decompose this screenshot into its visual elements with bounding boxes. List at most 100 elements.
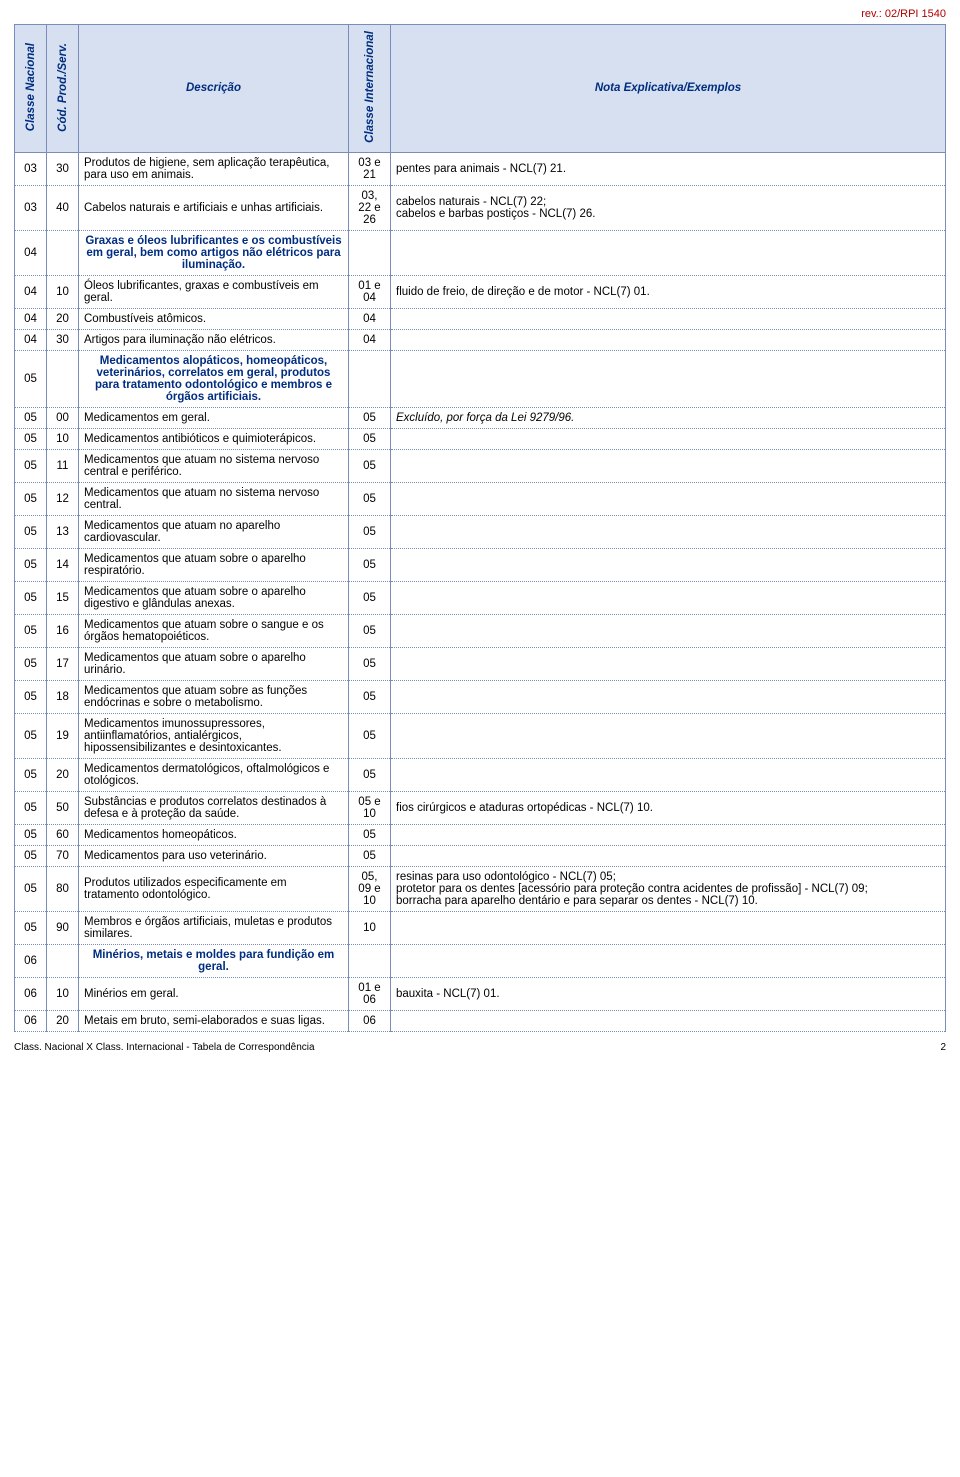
- cell-cnac: 06: [15, 977, 47, 1010]
- revision-text: rev.: 02/RPI 1540: [14, 8, 946, 20]
- cell-cdesc: Membros e órgãos artificiais, muletas e …: [79, 911, 349, 944]
- cell-ccod: 40: [47, 185, 79, 230]
- cell-ccod: 80: [47, 866, 79, 911]
- cell-cnac: 03: [15, 185, 47, 230]
- header-classe-nacional: Classe Nacional: [15, 25, 47, 153]
- table-row: 0513Medicamentos que atuam no aparelho c…: [15, 515, 946, 548]
- table-row: 0420Combustíveis atômicos.04: [15, 308, 946, 329]
- cell-cint: 05, 09 e 10: [349, 866, 391, 911]
- cell-ccod: 12: [47, 482, 79, 515]
- table-row: 0516Medicamentos que atuam sobre o sangu…: [15, 614, 946, 647]
- table-row: 05Medicamentos alopáticos, homeopáticos,…: [15, 350, 946, 407]
- cell-cnac: 05: [15, 548, 47, 581]
- cell-ccod: 10: [47, 428, 79, 449]
- cell-cnac: 05: [15, 449, 47, 482]
- cell-cint: 05: [349, 845, 391, 866]
- cell-ccod: 15: [47, 581, 79, 614]
- cell-cdesc: Medicamentos alopáticos, homeopáticos, v…: [79, 350, 349, 407]
- cell-cdesc: Medicamentos que atuam sobre o aparelho …: [79, 548, 349, 581]
- cell-ccod: 90: [47, 911, 79, 944]
- cell-cint: 04: [349, 329, 391, 350]
- cell-cnota: [391, 548, 946, 581]
- cell-cdesc: Medicamentos dermatológicos, oftalmológi…: [79, 758, 349, 791]
- page-footer: Class. Nacional X Class. Internacional -…: [14, 1042, 946, 1053]
- cell-cdesc: Graxas e óleos lubrificantes e os combus…: [79, 230, 349, 275]
- cell-cnac: 05: [15, 428, 47, 449]
- cell-cint: 03, 22 e 26: [349, 185, 391, 230]
- table-row: 0580Produtos utilizados especificamente …: [15, 866, 946, 911]
- table-row: 0560Medicamentos homeopáticos.05: [15, 824, 946, 845]
- cell-cdesc: Minérios em geral.: [79, 977, 349, 1010]
- cell-cnota: [391, 482, 946, 515]
- table-row: 0620Metais em bruto, semi-elaborados e s…: [15, 1010, 946, 1031]
- table-row: 0514Medicamentos que atuam sobre o apare…: [15, 548, 946, 581]
- table-row: 06Minérios, metais e moldes para fundiçã…: [15, 944, 946, 977]
- cell-cint: 05: [349, 482, 391, 515]
- cell-cdesc: Medicamentos que atuam no aparelho cardi…: [79, 515, 349, 548]
- cell-cdesc: Medicamentos em geral.: [79, 407, 349, 428]
- cell-cint: 05: [349, 758, 391, 791]
- cell-cnota: cabelos naturais - NCL(7) 22;cabelos e b…: [391, 185, 946, 230]
- cell-ccod: 60: [47, 824, 79, 845]
- cell-cnac: 04: [15, 308, 47, 329]
- cell-ccod: 11: [47, 449, 79, 482]
- table-row: 0511Medicamentos que atuam no sistema ne…: [15, 449, 946, 482]
- cell-ccod: 30: [47, 152, 79, 185]
- cell-cnota: [391, 308, 946, 329]
- cell-cdesc: Minérios, metais e moldes para fundição …: [79, 944, 349, 977]
- cell-cint: [349, 350, 391, 407]
- cell-cnac: 05: [15, 866, 47, 911]
- cell-cdesc: Óleos lubrificantes, graxas e combustíve…: [79, 275, 349, 308]
- cell-cint: 01 e 06: [349, 977, 391, 1010]
- cell-cnota: [391, 230, 946, 275]
- cell-ccod: 50: [47, 791, 79, 824]
- cell-cdesc: Artigos para iluminação não elétricos.: [79, 329, 349, 350]
- cell-cdesc: Medicamentos para uso veterinário.: [79, 845, 349, 866]
- cell-cnota: [391, 449, 946, 482]
- table-row: 0512Medicamentos que atuam no sistema ne…: [15, 482, 946, 515]
- table-row: 0517Medicamentos que atuam sobre o apare…: [15, 647, 946, 680]
- cell-ccod: 10: [47, 977, 79, 1010]
- cell-cnac: 05: [15, 581, 47, 614]
- cell-cnac: 05: [15, 911, 47, 944]
- cell-ccod: 13: [47, 515, 79, 548]
- cell-ccod: 20: [47, 308, 79, 329]
- cell-cint: 05: [349, 515, 391, 548]
- cell-cdesc: Metais em bruto, semi-elaborados e suas …: [79, 1010, 349, 1031]
- cell-cnota: [391, 845, 946, 866]
- cell-cnota: Excluído, por força da Lei 9279/96.: [391, 407, 946, 428]
- cell-cint: 06: [349, 1010, 391, 1031]
- cell-cnota: [391, 647, 946, 680]
- cell-cnota: [391, 824, 946, 845]
- cell-cnac: 05: [15, 791, 47, 824]
- cell-cint: 05: [349, 680, 391, 713]
- cell-cdesc: Medicamentos que atuam sobre o sangue e …: [79, 614, 349, 647]
- cell-cdesc: Medicamentos homeopáticos.: [79, 824, 349, 845]
- cell-cint: 05: [349, 647, 391, 680]
- cell-cint: 01 e 04: [349, 275, 391, 308]
- cell-cnac: 05: [15, 515, 47, 548]
- cell-cnac: 03: [15, 152, 47, 185]
- table-row: 05 20Medicamentos dermatológicos, oftalmo…: [15, 758, 946, 791]
- cell-cdesc: Medicamentos imunossupressores, antiinfl…: [79, 713, 349, 758]
- table-row: 04Graxas e óleos lubrificantes e os comb…: [15, 230, 946, 275]
- cell-cdesc: Medicamentos que atuam sobre as funções …: [79, 680, 349, 713]
- cell-cint: [349, 230, 391, 275]
- table-row: 0515Medicamentos que atuam sobre o apare…: [15, 581, 946, 614]
- cell-cnac: 05: [15, 680, 47, 713]
- cell-cnota: [391, 515, 946, 548]
- table-row: 0518Medicamentos que atuam sobre as funç…: [15, 680, 946, 713]
- cell-ccod: 10: [47, 275, 79, 308]
- table-row: 0590Membros e órgãos artificiais, muleta…: [15, 911, 946, 944]
- cell-cnac: 05: [15, 482, 47, 515]
- cell-cnota: [391, 350, 946, 407]
- cell-ccod: 20: [47, 758, 79, 791]
- header-nota: Nota Explicativa/Exemplos: [391, 25, 946, 153]
- cell-cint: 05: [349, 407, 391, 428]
- footer-right: 2: [940, 1042, 946, 1053]
- cell-cnac: 06: [15, 1010, 47, 1031]
- cell-cnota: [391, 428, 946, 449]
- cell-ccod: 19: [47, 713, 79, 758]
- header-descricao: Descrição: [79, 25, 349, 153]
- table-row: 0330Produtos de higiene, sem aplicação t…: [15, 152, 946, 185]
